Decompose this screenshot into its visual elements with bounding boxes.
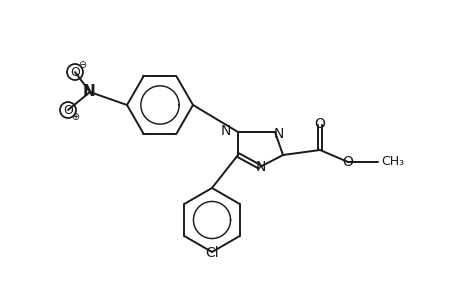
- Text: O: O: [63, 103, 73, 116]
- Text: ⊖: ⊖: [78, 60, 86, 70]
- Text: O: O: [314, 117, 325, 131]
- Text: O: O: [70, 65, 80, 79]
- Text: N: N: [83, 83, 95, 98]
- Text: ⊕: ⊕: [71, 112, 79, 122]
- Text: Cl: Cl: [205, 246, 218, 260]
- Text: N: N: [220, 124, 230, 138]
- Text: CH₃: CH₃: [380, 154, 403, 167]
- Text: O: O: [342, 155, 353, 169]
- Text: N: N: [273, 127, 284, 141]
- Text: N: N: [255, 160, 266, 174]
